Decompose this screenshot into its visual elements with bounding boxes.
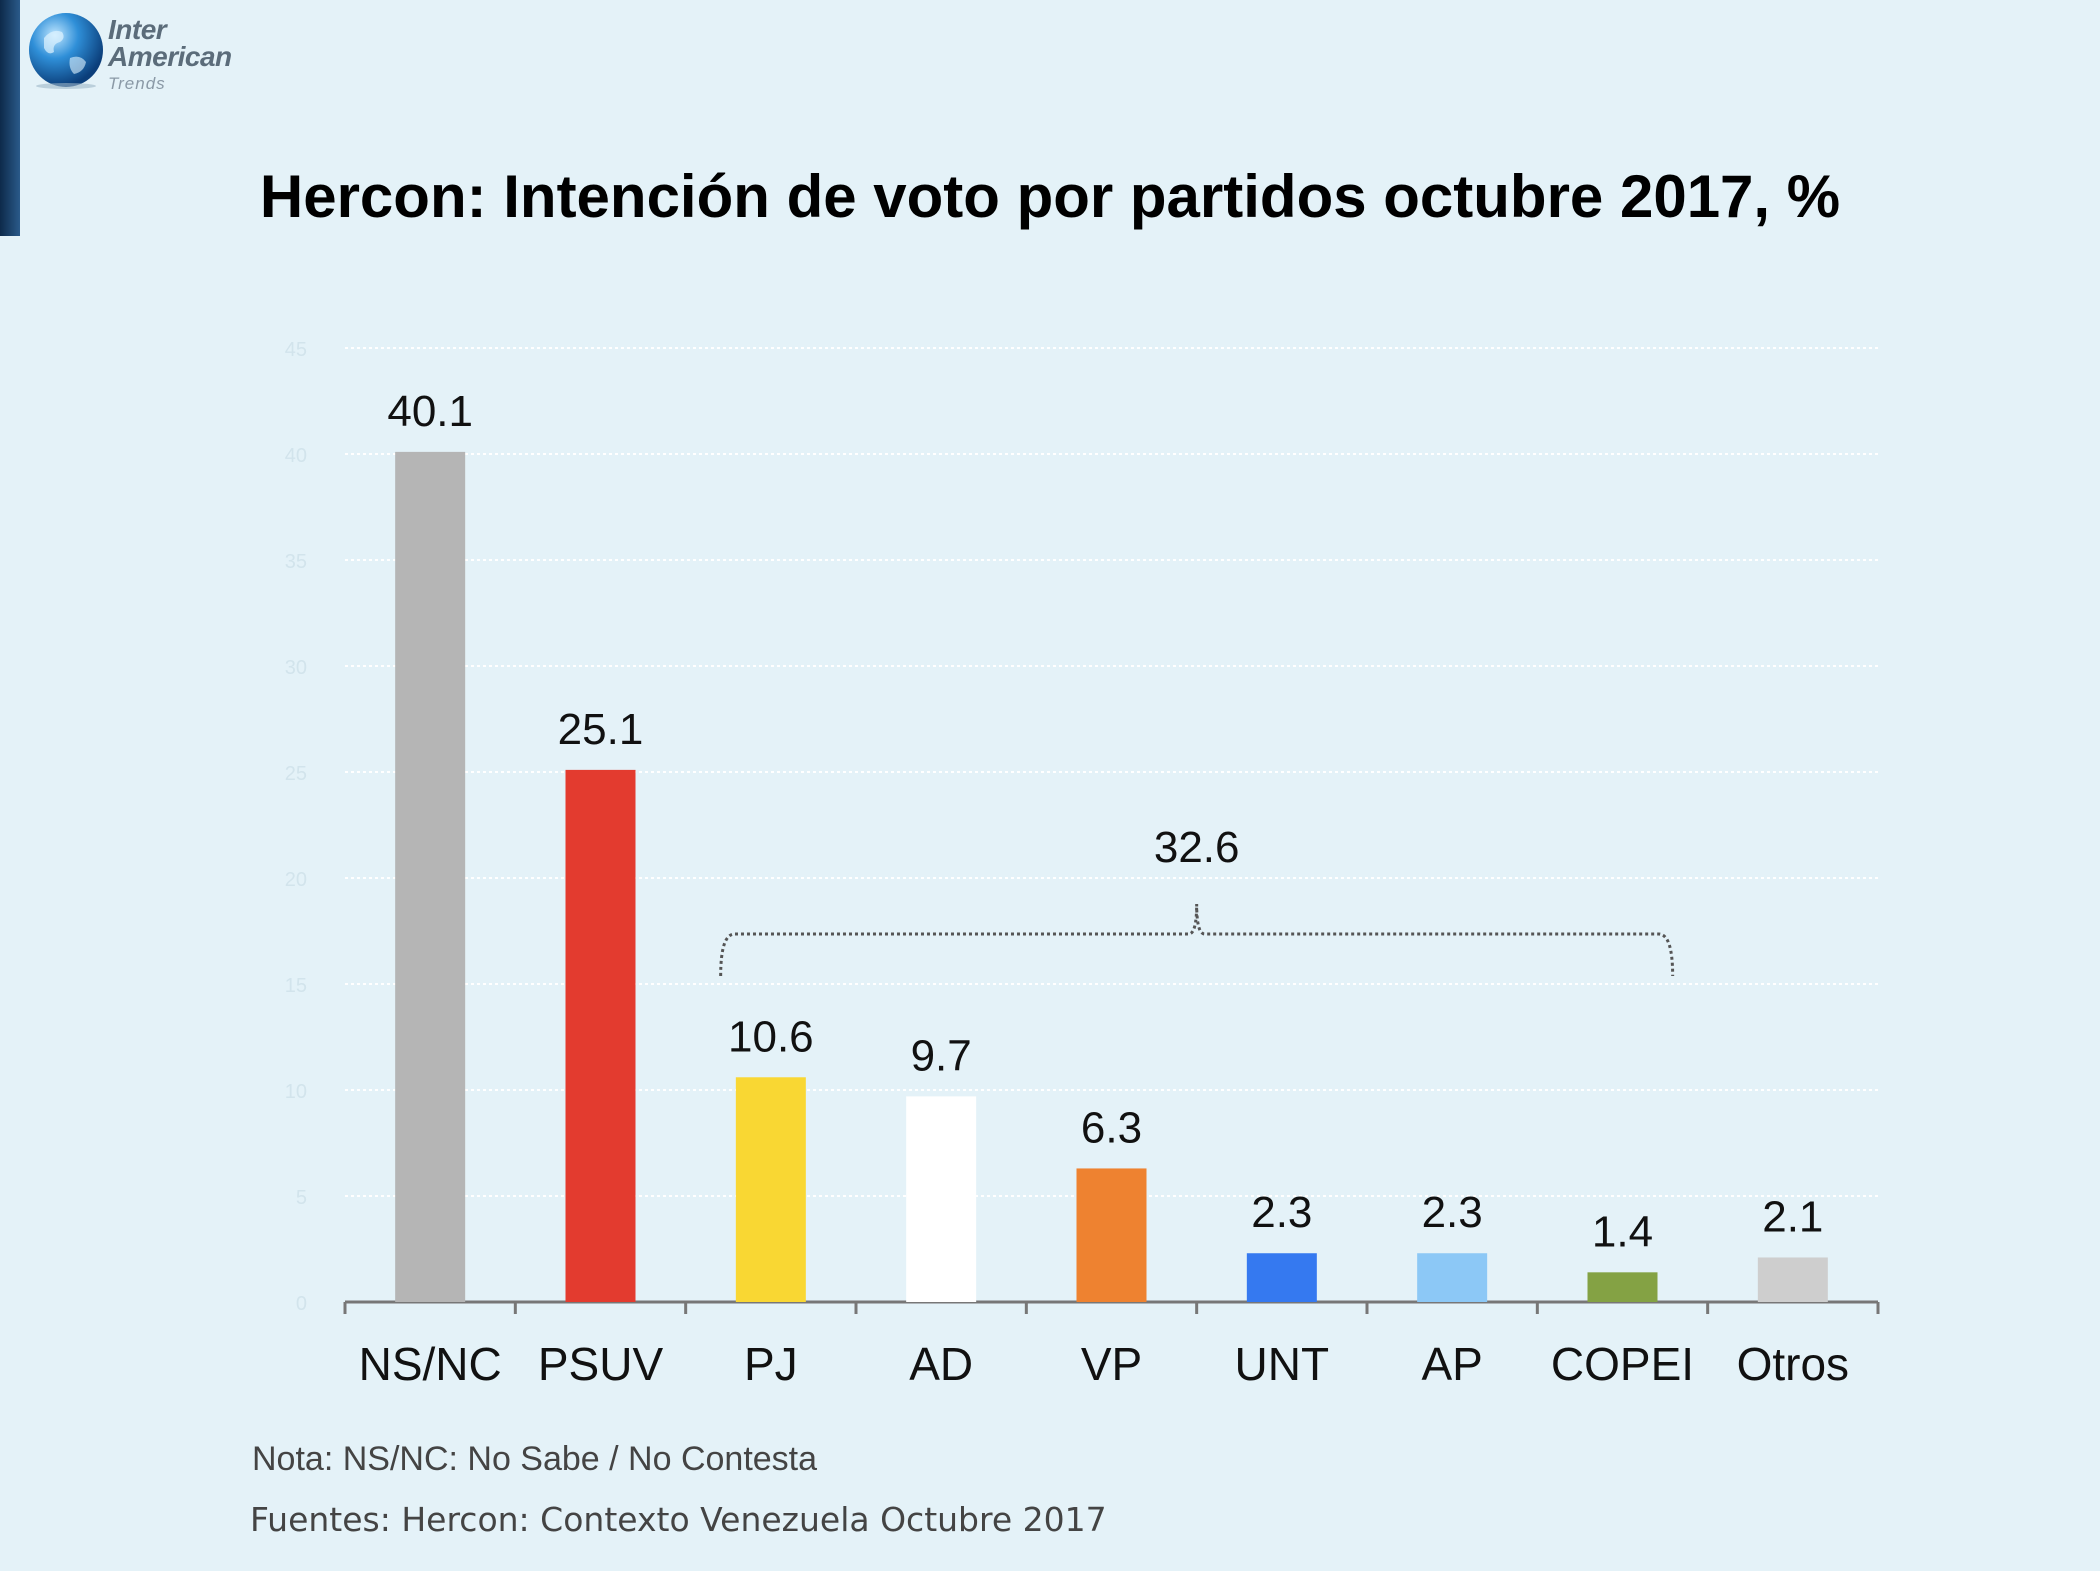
x-tick-label: VP: [1081, 1338, 1142, 1390]
left-accent-bar: [0, 0, 20, 236]
y-tick-label: 30: [285, 657, 307, 679]
x-tick-label: COPEI: [1551, 1338, 1694, 1390]
y-tick-label: 5: [296, 1187, 307, 1209]
y-tick-label: 0: [296, 1293, 307, 1315]
x-tick-label: AD: [909, 1338, 973, 1390]
bar-ap: [1417, 1253, 1488, 1302]
y-tick-label: 25: [285, 763, 307, 785]
data-label: 2.3: [1422, 1188, 1483, 1237]
chart-title: Hercon: Intención de voto por partidos o…: [259, 163, 1841, 230]
bar-otros: [1757, 1257, 1828, 1302]
data-label: 10.6: [728, 1012, 814, 1061]
x-tick-label: AP: [1421, 1338, 1482, 1390]
y-tick-label: 40: [285, 445, 307, 467]
data-label: 25.1: [558, 705, 644, 754]
data-label: 40.1: [387, 387, 473, 436]
y-tick-label: 45: [285, 339, 307, 361]
globe-icon: [29, 13, 103, 89]
y-tick-label: 20: [285, 869, 307, 891]
bracket-annotation: [719, 903, 1675, 977]
source-note: Fuentes: Hercon: Contexto Venezuela Octu…: [250, 1500, 1107, 1539]
y-tick-label: 15: [285, 975, 307, 997]
x-tick-label: PJ: [744, 1338, 798, 1390]
data-label: 2.1: [1762, 1192, 1823, 1241]
bar-copei: [1587, 1272, 1658, 1302]
brand-line-3: Trends: [108, 74, 166, 93]
bar-pj: [735, 1077, 806, 1302]
bar-vp: [1076, 1168, 1147, 1302]
x-tick-label: PSUV: [538, 1338, 664, 1390]
x-tick-label: NS/NC: [359, 1338, 502, 1390]
y-tick-label: 35: [285, 551, 307, 573]
data-label: 6.3: [1081, 1103, 1142, 1152]
brand-line-1: Inter: [108, 14, 167, 45]
y-tick-label: 10: [285, 1081, 307, 1103]
brand-logo: Inter American Trends: [26, 8, 256, 98]
data-label: 2.3: [1251, 1188, 1312, 1237]
footnote: Nota: NS/NC: No Sabe / No Contesta: [252, 1440, 818, 1478]
bar-ns-nc: [395, 451, 466, 1302]
bar-psuv: [565, 769, 636, 1302]
data-label: 1.4: [1592, 1207, 1653, 1256]
data-label: 9.7: [911, 1031, 972, 1080]
x-tick-label: UNT: [1235, 1338, 1330, 1390]
x-tick-label: Otros: [1737, 1338, 1849, 1390]
annotation-label: 32.6: [1154, 823, 1240, 872]
bar-unt: [1246, 1253, 1317, 1302]
bar-ad: [906, 1096, 977, 1302]
brand-line-2: American: [108, 41, 232, 72]
